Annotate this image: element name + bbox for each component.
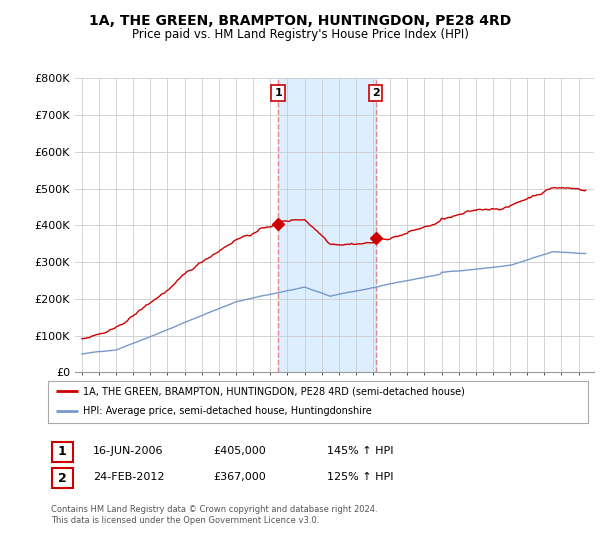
Text: 24-FEB-2012: 24-FEB-2012 [93,472,164,482]
Text: HPI: Average price, semi-detached house, Huntingdonshire: HPI: Average price, semi-detached house,… [83,406,372,416]
Text: 1A, THE GREEN, BRAMPTON, HUNTINGDON, PE28 4RD: 1A, THE GREEN, BRAMPTON, HUNTINGDON, PE2… [89,14,511,28]
Text: £405,000: £405,000 [213,446,266,456]
Text: 125% ↑ HPI: 125% ↑ HPI [327,472,394,482]
Text: Contains HM Land Registry data © Crown copyright and database right 2024.
This d: Contains HM Land Registry data © Crown c… [51,505,377,525]
Text: 16-JUN-2006: 16-JUN-2006 [93,446,163,456]
Bar [278,78,376,372]
Text: 2: 2 [58,472,67,485]
Text: 2: 2 [372,88,379,98]
Text: 145% ↑ HPI: 145% ↑ HPI [327,446,394,456]
Text: 1: 1 [58,445,67,459]
Text: 1: 1 [274,88,282,98]
Text: Price paid vs. HM Land Registry's House Price Index (HPI): Price paid vs. HM Land Registry's House … [131,28,469,41]
Text: £367,000: £367,000 [213,472,266,482]
Text: 1A, THE GREEN, BRAMPTON, HUNTINGDON, PE28 4RD (semi-detached house): 1A, THE GREEN, BRAMPTON, HUNTINGDON, PE2… [83,386,465,396]
